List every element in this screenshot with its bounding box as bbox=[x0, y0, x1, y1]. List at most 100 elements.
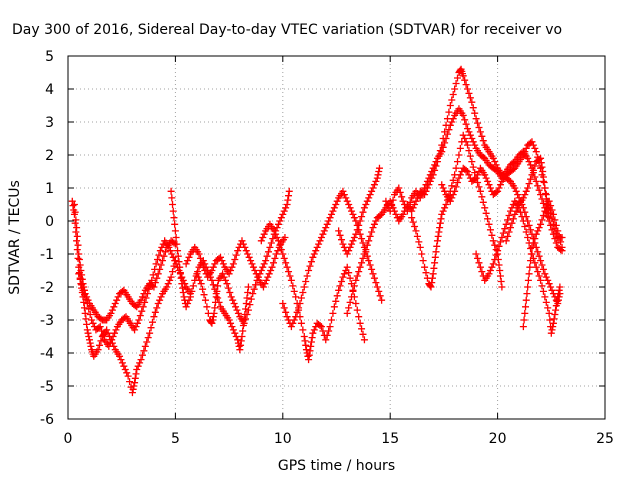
data-point bbox=[468, 135, 476, 142]
data-point bbox=[73, 232, 81, 240]
data-point bbox=[168, 194, 176, 202]
data-point bbox=[531, 259, 539, 267]
data-point bbox=[262, 276, 270, 284]
data-point bbox=[435, 228, 443, 236]
data-point bbox=[348, 207, 356, 215]
data-point bbox=[152, 260, 160, 268]
data-point bbox=[282, 308, 290, 316]
data-point bbox=[528, 171, 536, 179]
data-point bbox=[448, 118, 456, 126]
data-point bbox=[339, 187, 347, 195]
data-point bbox=[524, 276, 532, 284]
data-point bbox=[309, 329, 317, 337]
data-point bbox=[273, 234, 281, 241]
data-point bbox=[126, 378, 134, 386]
data-point bbox=[164, 280, 172, 288]
data-point bbox=[128, 389, 136, 397]
data-point bbox=[392, 210, 400, 218]
data-point bbox=[534, 268, 542, 276]
data-point bbox=[333, 292, 341, 300]
data-point bbox=[349, 210, 357, 218]
data-point bbox=[548, 206, 556, 214]
data-point bbox=[349, 287, 357, 295]
data-point bbox=[532, 263, 540, 271]
data-point bbox=[248, 260, 256, 268]
x-tick-label: 0 bbox=[64, 431, 73, 447]
data-point bbox=[542, 190, 550, 197]
data-point bbox=[163, 283, 171, 291]
data-point bbox=[522, 303, 530, 311]
data-point bbox=[85, 336, 93, 344]
data-point bbox=[552, 306, 560, 314]
data-point bbox=[399, 210, 407, 218]
data-point bbox=[78, 281, 86, 289]
data-point bbox=[141, 298, 149, 306]
data-point bbox=[103, 326, 111, 334]
data-point bbox=[432, 248, 440, 256]
data-point bbox=[350, 214, 358, 222]
data-point bbox=[239, 240, 247, 248]
data-point bbox=[425, 174, 433, 182]
data-point bbox=[335, 227, 343, 235]
data-point bbox=[208, 267, 216, 274]
data-point bbox=[375, 164, 383, 172]
data-point bbox=[172, 234, 180, 241]
data-point bbox=[317, 234, 325, 241]
data-point bbox=[448, 96, 456, 104]
data-point bbox=[280, 254, 288, 262]
data-point bbox=[150, 283, 158, 291]
data-point bbox=[441, 204, 449, 212]
data-point bbox=[549, 319, 557, 327]
data-point bbox=[529, 239, 537, 247]
data-point bbox=[242, 247, 250, 255]
data-point bbox=[373, 174, 381, 182]
data-point bbox=[292, 293, 300, 301]
data-point bbox=[229, 296, 237, 304]
x-axis-ticks: 0 5 10 15 20 25 bbox=[64, 56, 614, 447]
data-point bbox=[492, 188, 500, 196]
data-point bbox=[479, 198, 487, 206]
data-point bbox=[346, 274, 354, 282]
data-point bbox=[472, 250, 480, 258]
data-point bbox=[137, 296, 145, 304]
data-point bbox=[455, 174, 463, 182]
data-point bbox=[508, 219, 516, 227]
data-point bbox=[541, 207, 549, 215]
data-point bbox=[547, 283, 555, 291]
data-point bbox=[303, 272, 311, 280]
data-point bbox=[151, 265, 159, 273]
data-point bbox=[545, 309, 553, 317]
data-point bbox=[554, 290, 562, 298]
data-point bbox=[527, 245, 535, 252]
data-point bbox=[524, 184, 532, 192]
data-point bbox=[165, 243, 173, 251]
data-point bbox=[212, 293, 220, 301]
data-point bbox=[104, 329, 112, 337]
data-point bbox=[208, 276, 216, 284]
data-point bbox=[411, 201, 419, 208]
data-point bbox=[549, 210, 557, 218]
data-point bbox=[247, 257, 255, 265]
data-point bbox=[408, 214, 416, 222]
data-point bbox=[176, 269, 184, 277]
data-point bbox=[160, 252, 168, 260]
data-point bbox=[244, 306, 252, 314]
data-point bbox=[454, 74, 462, 82]
data-point bbox=[544, 276, 552, 284]
data-point bbox=[456, 171, 464, 179]
data-point bbox=[132, 370, 140, 378]
data-point bbox=[151, 279, 159, 287]
data-point bbox=[541, 270, 549, 278]
data-point bbox=[287, 276, 295, 284]
data-point bbox=[478, 132, 486, 140]
x-tick-label: 10 bbox=[274, 431, 292, 447]
data-point bbox=[113, 296, 121, 304]
data-point bbox=[418, 191, 426, 199]
data-point bbox=[524, 283, 532, 291]
data-point bbox=[508, 204, 516, 212]
data-point bbox=[527, 226, 535, 234]
data-point bbox=[241, 243, 249, 251]
data-point bbox=[155, 251, 163, 259]
data-point bbox=[436, 224, 444, 232]
data-point bbox=[246, 301, 254, 309]
